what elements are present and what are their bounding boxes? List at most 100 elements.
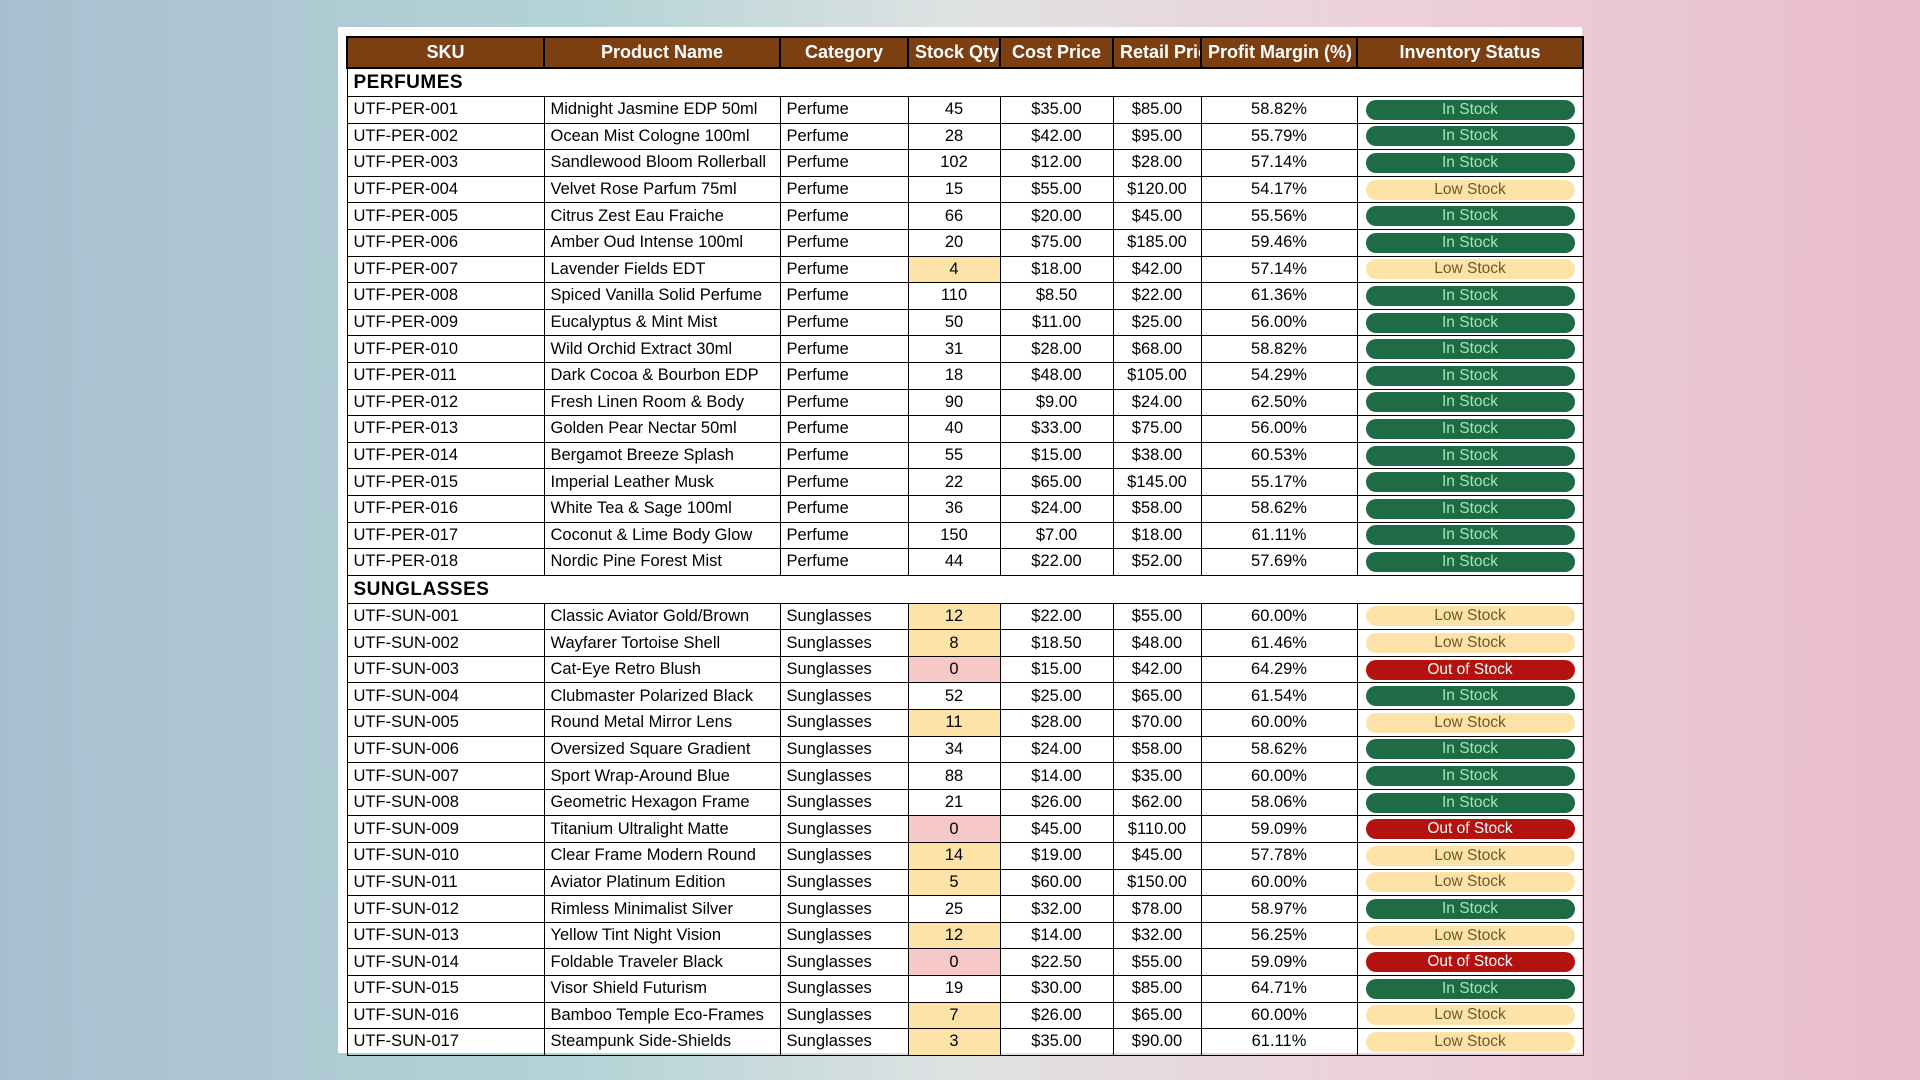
- product-name-cell[interactable]: Midnight Jasmine EDP 50ml: [543, 96, 781, 124]
- category-cell[interactable]: Sunglasses: [779, 735, 909, 764]
- stock-qty-cell[interactable]: 36: [907, 494, 1001, 523]
- retail-price-cell[interactable]: $85.00: [1112, 975, 1202, 1003]
- profit-margin-cell[interactable]: 60.00%: [1200, 602, 1358, 631]
- inventory-status-cell[interactable]: In Stock: [1356, 975, 1584, 1003]
- product-name-cell[interactable]: Clear Frame Modern Round: [543, 842, 781, 870]
- category-cell[interactable]: Perfume: [779, 521, 909, 550]
- sku-cell[interactable]: UTF-PER-010: [346, 335, 545, 363]
- cost-price-cell[interactable]: $45.00: [999, 815, 1114, 844]
- category-cell[interactable]: Perfume: [779, 335, 909, 363]
- cost-price-cell[interactable]: $19.00: [999, 842, 1114, 870]
- profit-margin-cell[interactable]: 61.46%: [1200, 629, 1358, 657]
- stock-qty-cell[interactable]: 12: [907, 602, 1001, 631]
- cost-price-cell[interactable]: $30.00: [999, 975, 1114, 1003]
- profit-margin-cell[interactable]: 55.79%: [1200, 122, 1358, 151]
- inventory-status-cell[interactable]: In Stock: [1356, 895, 1584, 923]
- stock-qty-cell[interactable]: 0: [907, 815, 1001, 844]
- sku-cell[interactable]: UTF-SUN-013: [346, 921, 545, 950]
- inventory-status-cell[interactable]: Low Stock: [1356, 602, 1584, 631]
- sku-cell[interactable]: UTF-SUN-009: [346, 815, 545, 844]
- stock-qty-cell[interactable]: 50: [907, 308, 1001, 337]
- product-name-cell[interactable]: White Tea & Sage 100ml: [543, 494, 781, 523]
- header-stock-qty[interactable]: Stock Qty: [907, 36, 1001, 69]
- retail-price-cell[interactable]: $58.00: [1112, 735, 1202, 764]
- category-cell[interactable]: Sunglasses: [779, 895, 909, 923]
- inventory-status-cell[interactable]: In Stock: [1356, 494, 1584, 523]
- inventory-status-cell[interactable]: In Stock: [1356, 521, 1584, 550]
- inventory-status-cell[interactable]: In Stock: [1356, 335, 1584, 363]
- retail-price-cell[interactable]: $110.00: [1112, 815, 1202, 844]
- cost-price-cell[interactable]: $15.00: [999, 655, 1114, 684]
- category-cell[interactable]: Perfume: [779, 388, 909, 417]
- product-name-cell[interactable]: Clubmaster Polarized Black: [543, 682, 781, 711]
- retail-price-cell[interactable]: $55.00: [1112, 602, 1202, 631]
- stock-qty-cell[interactable]: 90: [907, 388, 1001, 417]
- cost-price-cell[interactable]: $14.00: [999, 762, 1114, 790]
- header-inventory-status[interactable]: Inventory Status: [1356, 36, 1584, 69]
- product-name-cell[interactable]: Rimless Minimalist Silver: [543, 895, 781, 923]
- cost-price-cell[interactable]: $60.00: [999, 868, 1114, 897]
- cost-price-cell[interactable]: $26.00: [999, 1001, 1114, 1030]
- cost-price-cell[interactable]: $28.00: [999, 709, 1114, 737]
- product-name-cell[interactable]: Wayfarer Tortoise Shell: [543, 629, 781, 657]
- inventory-status-cell[interactable]: In Stock: [1356, 762, 1584, 790]
- cost-price-cell[interactable]: $22.00: [999, 548, 1114, 576]
- stock-qty-cell[interactable]: 8: [907, 629, 1001, 657]
- stock-qty-cell[interactable]: 20: [907, 228, 1001, 257]
- profit-margin-cell[interactable]: 64.71%: [1200, 975, 1358, 1003]
- retail-price-cell[interactable]: $42.00: [1112, 655, 1202, 684]
- retail-price-cell[interactable]: $52.00: [1112, 548, 1202, 576]
- cost-price-cell[interactable]: $55.00: [999, 175, 1114, 204]
- category-cell[interactable]: Sunglasses: [779, 815, 909, 844]
- retail-price-cell[interactable]: $25.00: [1112, 308, 1202, 337]
- retail-price-cell[interactable]: $90.00: [1112, 1028, 1202, 1056]
- profit-margin-cell[interactable]: 64.29%: [1200, 655, 1358, 684]
- retail-price-cell[interactable]: $68.00: [1112, 335, 1202, 363]
- category-cell[interactable]: Sunglasses: [779, 1001, 909, 1030]
- sku-cell[interactable]: UTF-PER-014: [346, 441, 545, 470]
- profit-margin-cell[interactable]: 54.17%: [1200, 175, 1358, 204]
- stock-qty-cell[interactable]: 34: [907, 735, 1001, 764]
- product-name-cell[interactable]: Lavender Fields EDT: [543, 255, 781, 284]
- sku-cell[interactable]: UTF-SUN-003: [346, 655, 545, 684]
- stock-qty-cell[interactable]: 150: [907, 521, 1001, 550]
- cost-price-cell[interactable]: $75.00: [999, 228, 1114, 257]
- profit-margin-cell[interactable]: 55.17%: [1200, 468, 1358, 496]
- profit-margin-cell[interactable]: 60.00%: [1200, 868, 1358, 897]
- sku-cell[interactable]: UTF-SUN-010: [346, 842, 545, 870]
- stock-qty-cell[interactable]: 0: [907, 948, 1001, 976]
- inventory-status-cell[interactable]: In Stock: [1356, 96, 1584, 124]
- inventory-status-cell[interactable]: Low Stock: [1356, 175, 1584, 204]
- section-title[interactable]: PERFUMES: [346, 67, 1584, 97]
- cost-price-cell[interactable]: $42.00: [999, 122, 1114, 151]
- profit-margin-cell[interactable]: 62.50%: [1200, 388, 1358, 417]
- stock-qty-cell[interactable]: 88: [907, 762, 1001, 790]
- category-cell[interactable]: Sunglasses: [779, 1028, 909, 1056]
- cost-price-cell[interactable]: $25.00: [999, 682, 1114, 711]
- header-retail-price[interactable]: Retail Price: [1112, 36, 1202, 69]
- sku-cell[interactable]: UTF-PER-002: [346, 122, 545, 151]
- profit-margin-cell[interactable]: 58.06%: [1200, 788, 1358, 817]
- stock-qty-cell[interactable]: 14: [907, 842, 1001, 870]
- inventory-status-cell[interactable]: In Stock: [1356, 149, 1584, 177]
- retail-price-cell[interactable]: $85.00: [1112, 96, 1202, 124]
- sku-cell[interactable]: UTF-SUN-016: [346, 1001, 545, 1030]
- category-cell[interactable]: Sunglasses: [779, 868, 909, 897]
- category-cell[interactable]: Sunglasses: [779, 788, 909, 817]
- sku-cell[interactable]: UTF-PER-006: [346, 228, 545, 257]
- cost-price-cell[interactable]: $22.00: [999, 602, 1114, 631]
- stock-qty-cell[interactable]: 66: [907, 202, 1001, 230]
- inventory-status-cell[interactable]: In Stock: [1356, 361, 1584, 390]
- profit-margin-cell[interactable]: 60.00%: [1200, 1001, 1358, 1030]
- retail-price-cell[interactable]: $45.00: [1112, 842, 1202, 870]
- inventory-status-cell[interactable]: In Stock: [1356, 308, 1584, 337]
- stock-qty-cell[interactable]: 12: [907, 921, 1001, 950]
- product-name-cell[interactable]: Amber Oud Intense 100ml: [543, 228, 781, 257]
- category-cell[interactable]: Perfume: [779, 255, 909, 284]
- profit-margin-cell[interactable]: 58.97%: [1200, 895, 1358, 923]
- retail-price-cell[interactable]: $75.00: [1112, 415, 1202, 443]
- sku-cell[interactable]: UTF-SUN-001: [346, 602, 545, 631]
- profit-margin-cell[interactable]: 58.62%: [1200, 494, 1358, 523]
- category-cell[interactable]: Sunglasses: [779, 655, 909, 684]
- category-cell[interactable]: Perfume: [779, 149, 909, 177]
